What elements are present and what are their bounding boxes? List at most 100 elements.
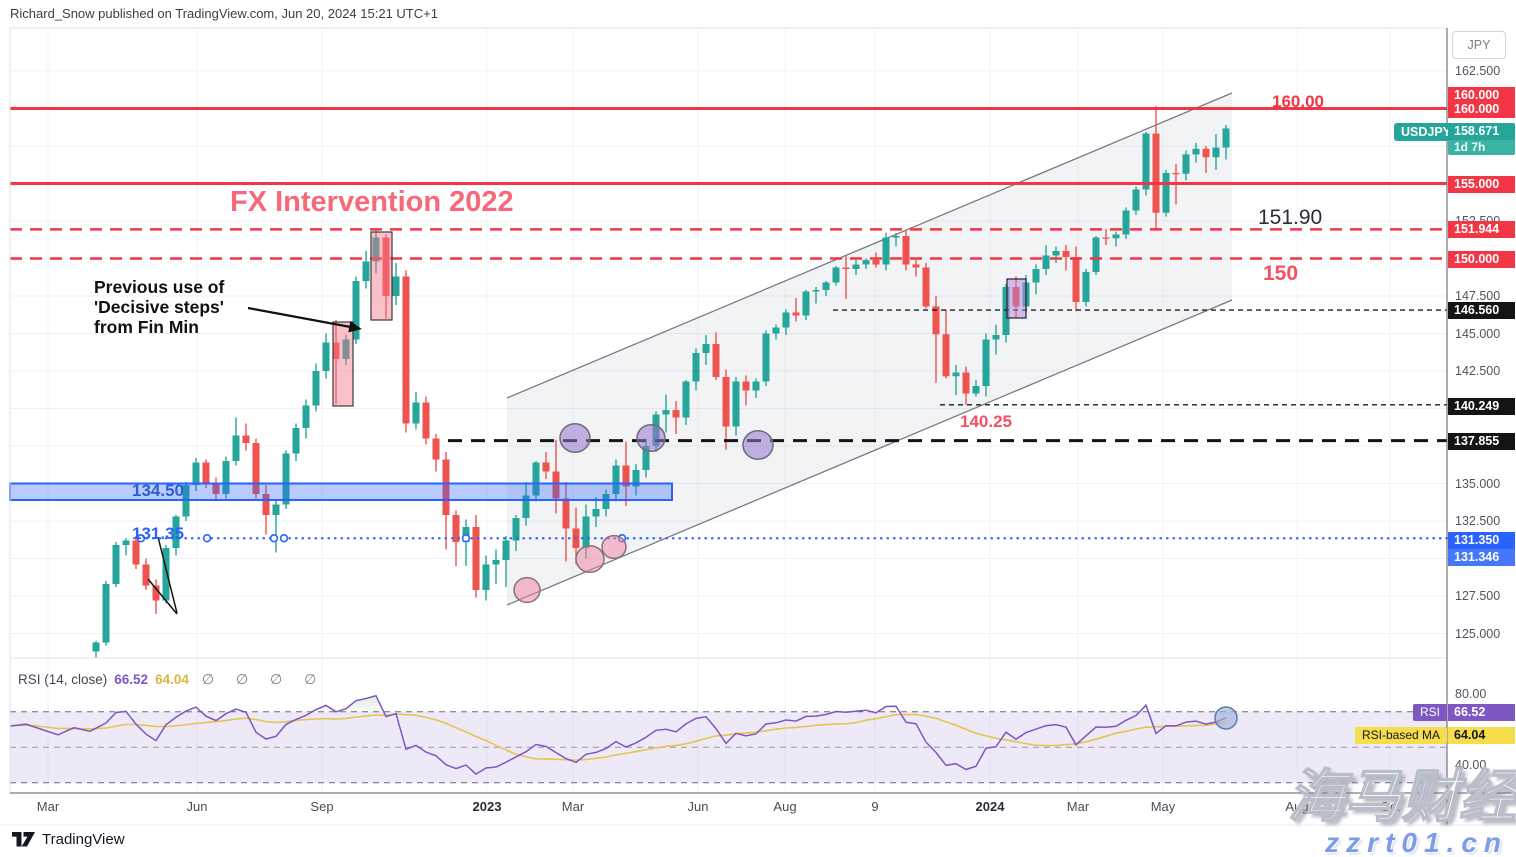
- level-test-circle[interactable]: [513, 576, 541, 604]
- candle-body: [772, 327, 780, 334]
- candle-body: [602, 494, 610, 509]
- line-handle[interactable]: [461, 534, 471, 543]
- candle-body: [542, 462, 550, 472]
- intervention-highlight-box[interactable]: [332, 321, 354, 407]
- candle-body: [742, 381, 750, 391]
- price-axis-tick[interactable]: 132.500: [1455, 514, 1501, 528]
- candle-body: [492, 560, 500, 565]
- channel-lower-line[interactable]: [506, 299, 1233, 606]
- candle-body: [282, 453, 290, 505]
- candle-body: [932, 306, 940, 335]
- level-test-circle[interactable]: [559, 423, 591, 453]
- candle-body: [1092, 237, 1100, 272]
- tradingview-wordmark: TradingView: [42, 831, 125, 848]
- line-handle[interactable]: [136, 534, 146, 543]
- purple-highlight-box[interactable]: [1006, 278, 1027, 319]
- price-axis-tick[interactable]: 125.000: [1455, 627, 1501, 641]
- time-axis-label[interactable]: Jun: [186, 799, 208, 814]
- watermark-site: zzrt01.cn: [1325, 827, 1508, 857]
- rsi-axis-tick[interactable]: 80.00: [1455, 687, 1487, 701]
- level-test-circle[interactable]: [601, 534, 627, 560]
- candle-body: [942, 334, 950, 377]
- note-arrow-line[interactable]: [247, 306, 357, 330]
- price-axis-tick[interactable]: 147.500: [1455, 289, 1501, 303]
- candle-body: [232, 435, 240, 461]
- wedge-annotation-line[interactable]: [157, 536, 178, 614]
- price-axis-tick[interactable]: 127.500: [1455, 589, 1501, 603]
- rsi-line-label: RSI: [1412, 703, 1447, 721]
- candle-body: [592, 509, 600, 517]
- line-handle[interactable]: [269, 534, 279, 543]
- price-axis-tick[interactable]: 142.500: [1455, 364, 1501, 378]
- candle-body: [1172, 173, 1180, 175]
- candle-body: [272, 504, 280, 515]
- time-axis-label[interactable]: Sep: [310, 799, 334, 814]
- candle-body: [642, 446, 650, 470]
- wedge-annotation-line[interactable]: [147, 578, 178, 615]
- intervention-highlight-box[interactable]: [370, 231, 393, 321]
- candle-body: [342, 339, 350, 359]
- annotation-160-label: 160.00: [1272, 92, 1324, 111]
- candle-body: [962, 372, 970, 394]
- candle-body: [1212, 147, 1220, 158]
- annotation-150-label: 150: [1263, 262, 1299, 285]
- time-axis-label[interactable]: Aug: [773, 799, 797, 814]
- candle-body: [712, 344, 720, 377]
- indicator-hidden-icons[interactable]: ∅ ∅ ∅ ∅: [201, 671, 326, 687]
- candle-body: [132, 540, 140, 565]
- price-axis-badge: 160.000: [1448, 86, 1515, 104]
- candle-body: [822, 282, 830, 290]
- candle-body: [802, 291, 810, 316]
- price-axis-badge: 146.560: [1448, 301, 1515, 319]
- price-axis-tick[interactable]: 135.000: [1455, 477, 1501, 491]
- time-axis-label[interactable]: Mar: [1066, 799, 1090, 814]
- candle-body: [352, 281, 360, 340]
- candle-body: [1062, 251, 1070, 257]
- candle-body: [672, 410, 680, 418]
- price-axis-tick[interactable]: 145.000: [1455, 327, 1501, 341]
- level-test-circle[interactable]: [636, 423, 666, 453]
- note-arrow-head: [348, 321, 362, 333]
- support-zone-13450[interactable]: [9, 482, 673, 501]
- tradingview-brand[interactable]: TradingView: [12, 831, 125, 848]
- time-axis-label[interactable]: Oct: [1379, 799, 1401, 814]
- time-axis-label[interactable]: 2024: [975, 799, 1005, 814]
- time-axis-label[interactable]: 9: [871, 799, 879, 814]
- candle-body: [172, 516, 180, 548]
- time-axis-label[interactable]: May: [1150, 799, 1176, 814]
- rsi-ma-legend-value: 64.04: [155, 672, 189, 687]
- line-handle[interactable]: [202, 534, 212, 543]
- candle-body: [1162, 173, 1170, 213]
- price-axis-badge: 140.249: [1448, 397, 1515, 415]
- candle-body: [522, 495, 530, 518]
- candle-body: [682, 381, 690, 418]
- candle-body: [1222, 128, 1230, 148]
- time-axis-label[interactable]: Mar: [561, 799, 585, 814]
- annotation-15190-label: 151.90: [1258, 206, 1323, 229]
- bar-countdown: 1d 7h: [1448, 140, 1515, 155]
- candle-body: [1072, 257, 1080, 302]
- candle-body: [552, 471, 560, 499]
- time-axis-label[interactable]: Jun: [687, 799, 709, 814]
- candle-body: [432, 438, 440, 460]
- candle-body: [872, 260, 880, 265]
- time-axis-label[interactable]: Mar: [36, 799, 60, 814]
- candle-body: [922, 267, 930, 307]
- rsi-endpoint-circle[interactable]: [1214, 706, 1238, 730]
- channel-upper-line[interactable]: [506, 92, 1233, 399]
- candle-body: [762, 333, 770, 382]
- watermark-cn: 海马财经: [1287, 764, 1516, 830]
- last-price-value: 158.671: [1448, 123, 1515, 140]
- line-handle[interactable]: [279, 534, 289, 543]
- candle-body: [982, 339, 990, 386]
- currency-axis-button[interactable]: JPY: [1452, 31, 1506, 59]
- rsi-axis-tick[interactable]: 40.00: [1455, 758, 1487, 772]
- level-test-circle[interactable]: [575, 544, 605, 574]
- time-axis-label[interactable]: Aug: [1285, 799, 1309, 814]
- rsi-line: [9, 694, 1227, 776]
- price-axis-tick[interactable]: 162.500: [1455, 64, 1501, 78]
- candle-body: [1122, 210, 1130, 235]
- level-test-circle[interactable]: [742, 430, 774, 460]
- time-axis-label[interactable]: 2023: [472, 799, 502, 814]
